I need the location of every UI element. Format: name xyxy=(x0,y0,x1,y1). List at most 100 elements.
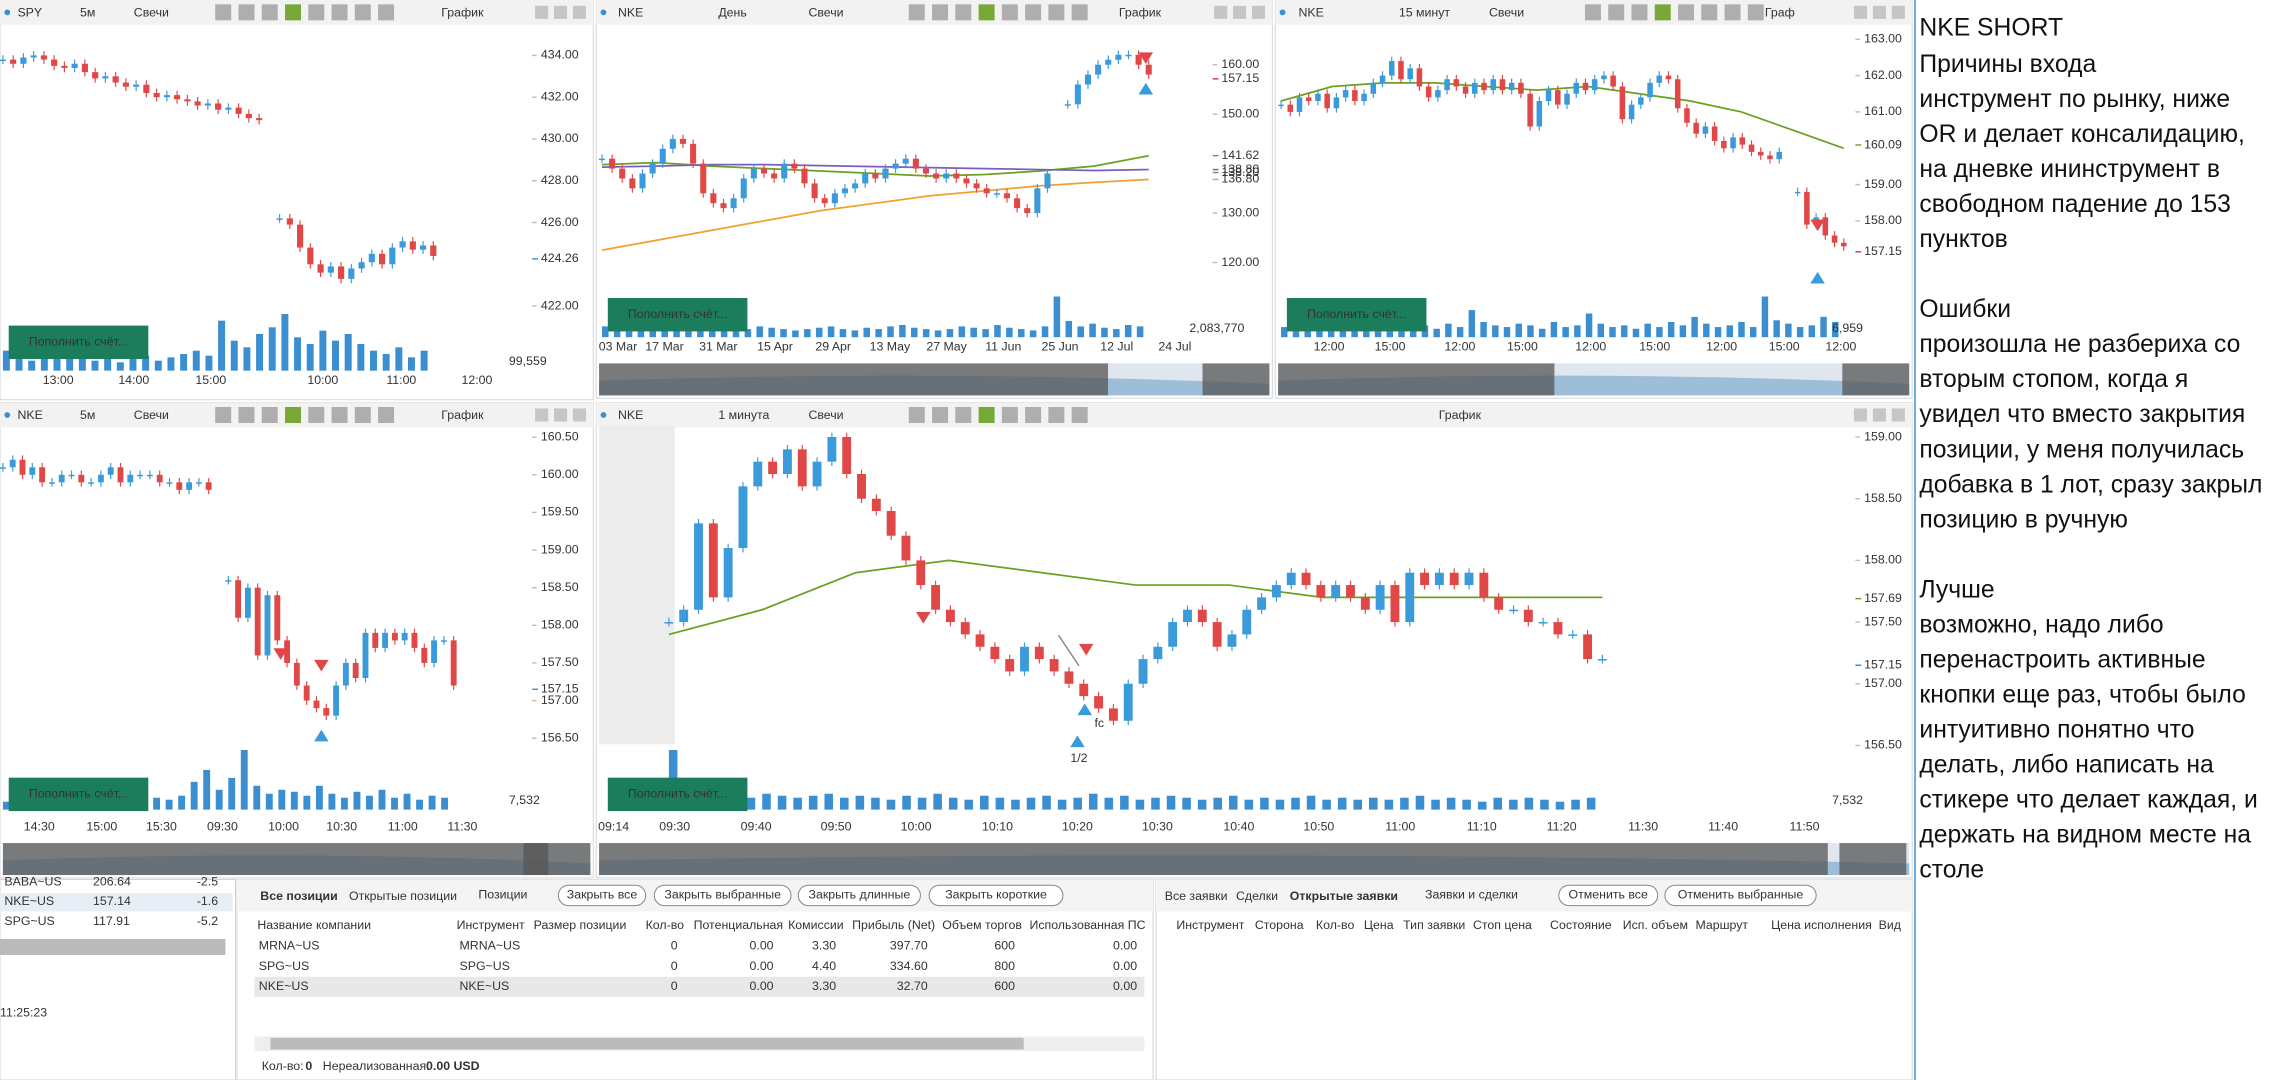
style-select[interactable]: Свечи xyxy=(808,5,843,19)
tool-icon[interactable] xyxy=(354,406,371,423)
tab[interactable]: Открытые позиции xyxy=(349,889,457,903)
tool-icon[interactable] xyxy=(932,4,949,21)
button[interactable] xyxy=(653,884,792,907)
tool-icon[interactable] xyxy=(331,4,348,21)
tool-icon[interactable] xyxy=(908,406,925,423)
tool-icon[interactable] xyxy=(1608,4,1625,21)
tab[interactable]: Сделки xyxy=(1236,889,1278,903)
window-icon[interactable] xyxy=(535,5,549,19)
tool-icon[interactable] xyxy=(378,4,395,21)
tool-icon[interactable] xyxy=(1747,4,1764,21)
deposit-button-label[interactable]: Пополнить счёт... xyxy=(29,787,128,801)
symbol-select[interactable]: NKE xyxy=(618,5,643,19)
tool-icon[interactable] xyxy=(238,406,255,423)
tool-icon[interactable] xyxy=(1071,406,1088,423)
tool-icon[interactable] xyxy=(215,406,232,423)
button[interactable] xyxy=(797,884,921,907)
cell: MRNA~US xyxy=(259,939,320,953)
deposit-button[interactable] xyxy=(607,777,748,812)
tool-icon[interactable] xyxy=(1071,4,1088,21)
tool-icon[interactable] xyxy=(1584,4,1601,21)
button[interactable] xyxy=(1558,884,1659,907)
deposit-button[interactable] xyxy=(607,297,748,332)
tool-icon[interactable] xyxy=(1025,4,1042,21)
window-icon[interactable] xyxy=(554,5,568,19)
button-label[interactable]: Закрыть короткие xyxy=(945,888,1047,902)
window-icon[interactable] xyxy=(1891,5,1905,19)
window-icon[interactable] xyxy=(1853,5,1868,19)
window-icon[interactable] xyxy=(535,408,549,422)
window-icon[interactable] xyxy=(1214,5,1228,19)
window-icon[interactable] xyxy=(1891,408,1905,422)
tab[interactable]: Открытые заявки xyxy=(1290,889,1398,903)
link-dot xyxy=(600,412,607,418)
deposit-button-label[interactable]: Пополнить счёт... xyxy=(628,787,727,801)
button-label[interactable]: Закрыть выбранные xyxy=(664,888,781,902)
deposit-button-label[interactable]: Пополнить счёт... xyxy=(1307,307,1406,321)
tool-icon[interactable] xyxy=(331,406,348,423)
tool-icon[interactable] xyxy=(1025,406,1042,423)
tool-icon[interactable] xyxy=(285,4,301,21)
deposit-button[interactable] xyxy=(1286,297,1427,332)
symbol-select[interactable]: NKE xyxy=(17,408,42,422)
tab[interactable]: Все позиции xyxy=(260,889,337,903)
tool-icon[interactable] xyxy=(1678,4,1695,21)
deposit-button[interactable] xyxy=(8,777,149,812)
deposit-button-label[interactable]: Пополнить счёт... xyxy=(29,335,128,349)
style-select[interactable]: Свечи xyxy=(134,5,169,19)
style-select[interactable]: Свечи xyxy=(1489,5,1524,19)
tool-icon[interactable] xyxy=(955,4,972,21)
window-icon[interactable] xyxy=(572,408,586,422)
tool-icon[interactable] xyxy=(908,4,925,21)
window-icon[interactable] xyxy=(1233,5,1247,19)
window-icon[interactable] xyxy=(1853,408,1868,422)
interval-select[interactable]: 15 минут xyxy=(1399,5,1451,19)
symbol-select[interactable]: SPY xyxy=(17,5,42,19)
tool-icon[interactable] xyxy=(285,406,301,423)
tool-icon[interactable] xyxy=(261,406,278,423)
button-label[interactable]: Закрыть длинные xyxy=(809,888,911,902)
interval-select[interactable]: 5м xyxy=(80,5,95,19)
tool-icon[interactable] xyxy=(978,406,995,423)
button[interactable] xyxy=(928,884,1064,907)
symbol-select[interactable]: NKE xyxy=(618,408,643,422)
tool-icon[interactable] xyxy=(238,4,255,21)
tool-icon[interactable] xyxy=(261,4,278,21)
button-label[interactable]: Отменить выбранные xyxy=(1678,888,1804,902)
tool-icon[interactable] xyxy=(1724,4,1741,21)
window-icon[interactable] xyxy=(554,408,568,422)
interval-select[interactable]: День xyxy=(718,5,746,19)
tool-icon[interactable] xyxy=(1654,4,1671,21)
interval-select[interactable]: 1 минута xyxy=(718,408,769,422)
tool-icon[interactable] xyxy=(1048,4,1065,21)
window-icon[interactable] xyxy=(1872,408,1886,422)
tool-icon[interactable] xyxy=(1701,4,1718,21)
tool-icon[interactable] xyxy=(1048,406,1065,423)
tool-icon[interactable] xyxy=(308,406,325,423)
tool-icon[interactable] xyxy=(955,406,972,423)
button-label[interactable]: Закрыть все xyxy=(567,888,638,902)
window-icon[interactable] xyxy=(572,5,586,19)
button[interactable] xyxy=(557,884,647,907)
deposit-button[interactable] xyxy=(8,325,149,360)
tool-icon[interactable] xyxy=(932,406,949,423)
deposit-button-label[interactable]: Пополнить счёт... xyxy=(628,307,727,321)
tool-icon[interactable] xyxy=(308,4,325,21)
window-icon[interactable] xyxy=(1251,5,1266,19)
button-label[interactable]: Отменить все xyxy=(1569,888,1648,902)
tool-icon[interactable] xyxy=(1001,4,1018,21)
tab[interactable]: Все заявки xyxy=(1165,889,1228,903)
tool-icon[interactable] xyxy=(1001,406,1018,423)
style-select[interactable]: Свечи xyxy=(134,408,169,422)
style-select[interactable]: Свечи xyxy=(808,408,843,422)
button[interactable] xyxy=(1664,884,1817,907)
tool-icon[interactable] xyxy=(1631,4,1648,21)
window-icon[interactable] xyxy=(1872,5,1886,19)
tool-icon[interactable] xyxy=(378,406,395,423)
symbol-select[interactable]: NKE xyxy=(1298,5,1323,19)
candle xyxy=(1315,93,1321,102)
tool-icon[interactable] xyxy=(354,4,371,21)
tool-icon[interactable] xyxy=(978,4,995,21)
tool-icon[interactable] xyxy=(215,4,232,21)
interval-select[interactable]: 5м xyxy=(80,408,95,422)
